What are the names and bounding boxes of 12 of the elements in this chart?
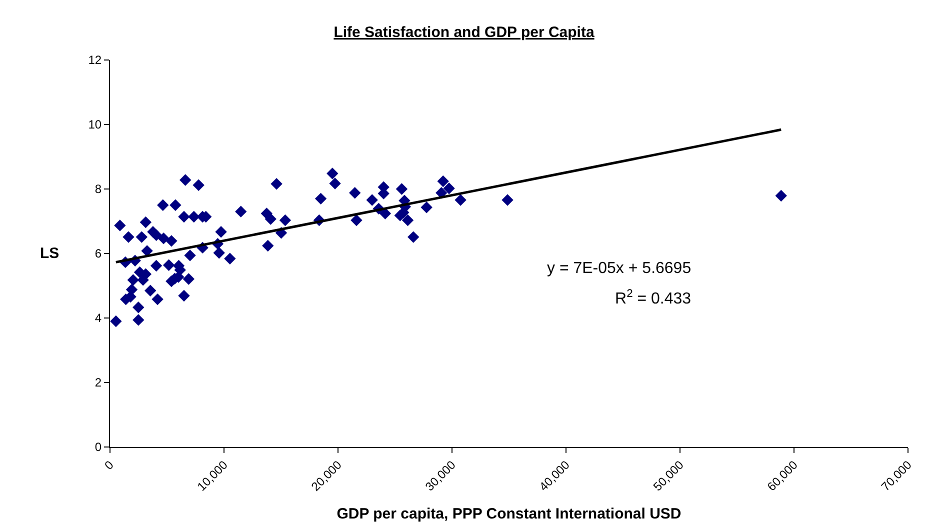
y-tick-label: 12 xyxy=(88,53,102,68)
chart-title: Life Satisfaction and GDP per Capita xyxy=(334,24,595,42)
y-tick-label: 8 xyxy=(94,182,102,196)
x-axis-title: GDP per capita, PPP Constant International USD xyxy=(336,506,682,523)
y-tick-label: 2 xyxy=(94,376,102,390)
y-tick-label: 0 xyxy=(94,440,102,454)
annotation: y = 7E-05x + 5.6695 xyxy=(547,260,692,277)
y-axis-title: LS xyxy=(40,245,60,262)
y-tick-label: 4 xyxy=(94,311,102,326)
y-tick-label: 6 xyxy=(94,246,102,261)
y-tick-label: 10 xyxy=(88,118,102,132)
annotation: R$^{2}$ = 0.433 xyxy=(615,288,692,308)
